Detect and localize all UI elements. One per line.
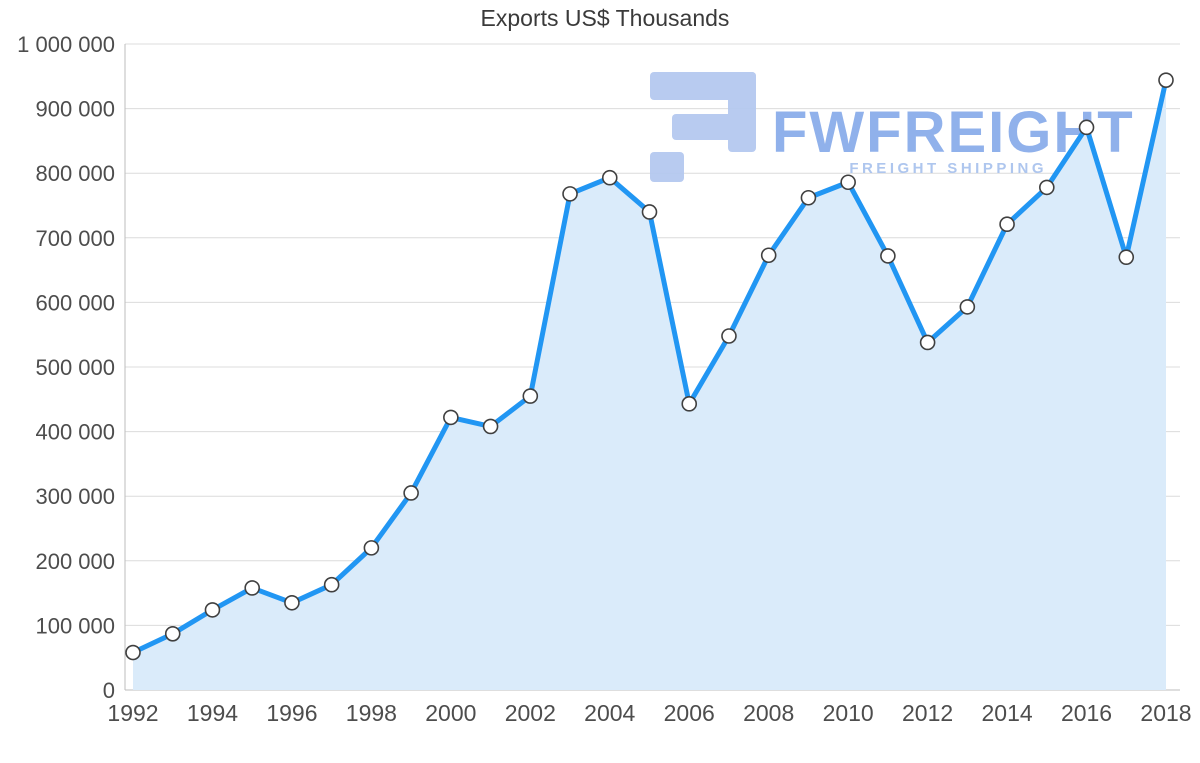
data-point-marker — [1039, 179, 1055, 196]
y-tick-label: 900 000 — [35, 97, 115, 122]
y-tick-label: 700 000 — [35, 226, 115, 251]
y-tick-label: 200 000 — [35, 549, 115, 574]
data-point-marker — [641, 204, 658, 220]
data-point-marker — [482, 418, 499, 435]
data-point-marker — [800, 189, 817, 206]
data-series — [125, 72, 1174, 690]
y-tick-label: 500 000 — [35, 355, 115, 380]
data-point-marker — [443, 409, 459, 426]
x-tick-label: 2000 — [425, 700, 476, 726]
y-tick-label: 600 000 — [35, 290, 115, 315]
x-tick-label: 2002 — [505, 700, 556, 726]
y-tick-label: 0 — [103, 678, 115, 703]
data-point-marker — [244, 580, 260, 596]
data-point-marker — [760, 247, 777, 264]
x-tick-label: 1998 — [346, 700, 397, 726]
axis-labels: 0 100 000 200 000 300 000 400 000 500 000 600 … — [17, 32, 1191, 726]
data-point-marker — [323, 576, 340, 593]
x-tick-label: 2018 — [1140, 700, 1191, 726]
data-point-marker — [919, 334, 936, 351]
x-tick-label: 2010 — [823, 700, 874, 726]
y-tick-label: 400 000 — [35, 420, 115, 445]
data-point-marker — [204, 602, 221, 618]
chart-title: Exports US$ Thousands — [481, 5, 730, 31]
x-tick-label: 1996 — [266, 700, 317, 726]
data-point-marker — [1078, 119, 1095, 136]
x-tick-label: 1994 — [187, 700, 238, 726]
data-point-marker — [840, 174, 856, 191]
data-point-marker — [562, 186, 578, 202]
y-tick-label: 300 000 — [35, 484, 115, 509]
data-point-marker — [681, 396, 698, 412]
data-point-marker — [403, 485, 419, 501]
data-point-marker — [164, 625, 181, 642]
data-point-marker — [1118, 249, 1135, 265]
data-point-marker — [721, 328, 737, 344]
fwfreight-logo-icon — [650, 72, 756, 182]
data-point-marker — [1158, 72, 1174, 88]
x-tick-label: 2006 — [664, 700, 715, 726]
y-tick-label: 1 000 000 — [17, 32, 115, 57]
watermark-tagline-text: FREIGHT SHIPPING — [849, 160, 1047, 177]
x-tick-label: 2012 — [902, 700, 953, 726]
y-tick-label: 100 000 — [35, 613, 115, 638]
data-point-marker — [284, 594, 300, 611]
data-point-marker — [125, 644, 141, 661]
x-tick-label: 1992 — [107, 700, 158, 726]
x-tick-label: 2008 — [743, 700, 794, 726]
data-point-marker — [601, 169, 618, 186]
data-point-marker — [522, 388, 539, 404]
x-tick-label: 2004 — [584, 700, 635, 726]
data-point-marker — [363, 540, 380, 556]
y-tick-label: 800 000 — [35, 161, 115, 186]
x-tick-label: 2014 — [981, 700, 1032, 726]
data-point-marker — [999, 216, 1015, 233]
x-tick-label: 2016 — [1061, 700, 1112, 726]
data-point-marker — [880, 248, 896, 264]
area-fill — [133, 80, 1166, 690]
data-point-marker — [959, 299, 976, 315]
